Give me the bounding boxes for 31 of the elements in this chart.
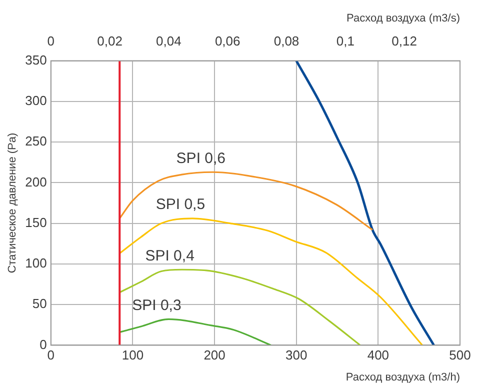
x-tick-label: 200 — [204, 348, 226, 363]
x-tick-label: 400 — [367, 348, 390, 363]
x2-tick-label: 0,02 — [97, 34, 122, 49]
y-tick-label: 100 — [25, 256, 47, 271]
x-tick-label: 100 — [122, 348, 144, 363]
line-series — [118, 218, 424, 346]
series-label: SPI 0,5 — [156, 196, 206, 214]
x2-tick-label: 0,12 — [392, 34, 417, 49]
y-tick-label: 350 — [25, 52, 47, 68]
series-label: SPI 0,4 — [145, 247, 194, 264]
x-tick-label: 300 — [286, 348, 308, 363]
line-series — [295, 60, 436, 346]
x2-tick-label: 0,04 — [156, 34, 182, 49]
line-series — [118, 318, 272, 346]
y-axis-title: Статическое давление (Pa) — [6, 132, 19, 274]
y-tick-label: 0 — [40, 336, 47, 352]
y-tick-label: 250 — [25, 134, 47, 149]
x2-axis-title: Расход воздуха (m3/s) — [346, 12, 460, 25]
line-series — [118, 268, 361, 346]
x-tick-label: 500 — [449, 348, 471, 363]
x2-tick-label: 0,08 — [274, 34, 300, 49]
x2-tick-label: 0,1 — [336, 34, 354, 49]
y-tick-label: 300 — [25, 93, 47, 108]
y-tick-label: 200 — [25, 174, 47, 190]
series-label: SPI 0,6 — [176, 150, 226, 167]
x2-tick-label: 0,06 — [214, 34, 240, 49]
series-label: SPI 0,3 — [132, 296, 182, 314]
line-series — [118, 171, 374, 231]
x-axis-title: Расход воздуха (m3/h) — [346, 371, 460, 384]
y-tick-label: 50 — [32, 296, 47, 312]
y-tick-label: 150 — [25, 214, 47, 230]
